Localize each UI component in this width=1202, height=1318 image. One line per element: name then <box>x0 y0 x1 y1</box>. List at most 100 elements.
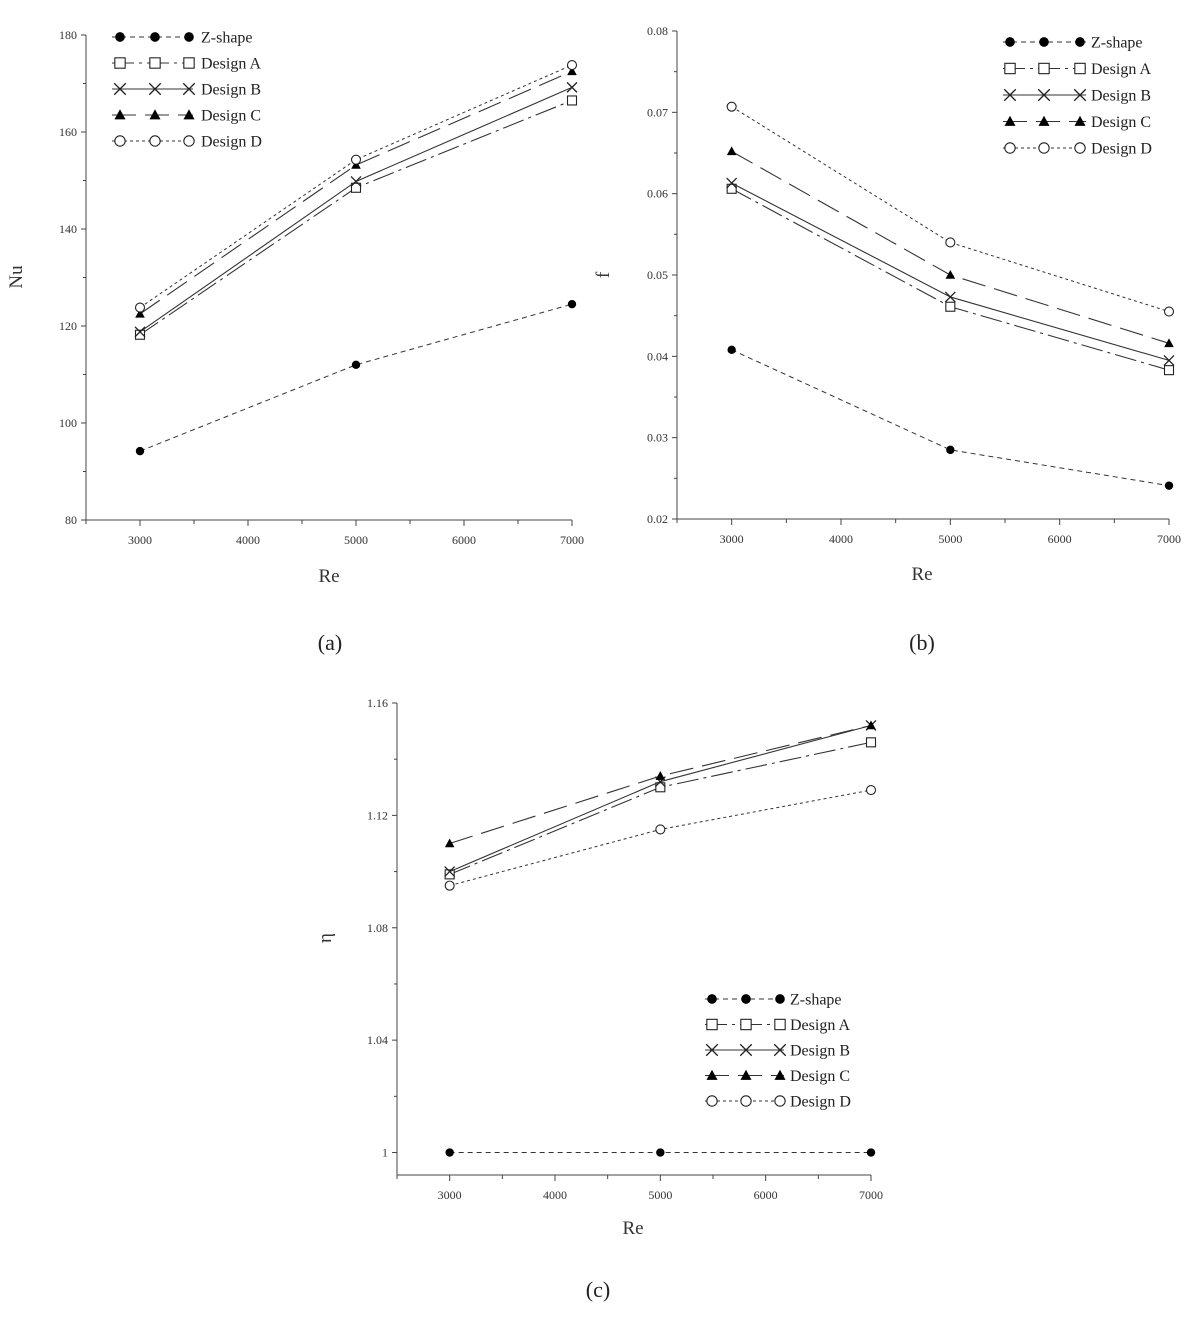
legend-marker-z-shape <box>707 994 717 1004</box>
series-design-b <box>726 177 1175 366</box>
legend-label-design-d: Design D <box>790 1094 851 1111</box>
x-axis-label: Re <box>318 566 339 587</box>
x-tick-label: 3000 <box>438 1188 462 1202</box>
legend-label-design-c: Design C <box>1091 114 1151 131</box>
legend-marker-design-a <box>740 1018 752 1031</box>
legend-label-design-b: Design B <box>1091 88 1151 105</box>
legend-label-z-shape: Z-shape <box>790 992 842 1009</box>
series-line-design-d <box>731 106 1170 313</box>
legend-marker-design-a <box>1004 62 1016 75</box>
series-line-design-c <box>139 70 573 315</box>
data-point-design-a <box>134 329 146 340</box>
y-tick-label: 0.06 <box>647 187 668 201</box>
legend-marker-design-b <box>1003 88 1017 102</box>
x-tick-label: 7000 <box>859 1188 883 1202</box>
series-design-c <box>444 720 876 848</box>
y-tick-label: 0.03 <box>647 431 668 445</box>
x-tick-label: 6000 <box>452 533 476 547</box>
series-design-a <box>726 183 1175 376</box>
legend-marker-design-b <box>773 1043 787 1057</box>
legend-marker-design-d <box>183 135 195 147</box>
data-point-design-d <box>655 824 666 835</box>
chart-panel-c: 1 1.04 1.08 1.12 1.16 3000 4000 5000 6000 7000 Re η… <box>315 696 883 1302</box>
data-point-design-d <box>134 302 146 313</box>
legend-marker-design-b <box>113 82 127 96</box>
x-tick-label: 4000 <box>543 1188 567 1202</box>
y-tick-label: 1 <box>382 1146 388 1160</box>
legend-marker-design-d <box>149 135 161 147</box>
y-tick-label: 1.12 <box>367 808 388 822</box>
legend-marker-design-c <box>706 1069 718 1080</box>
series-line-design-b <box>449 724 872 873</box>
legend-label-z-shape: Z-shape <box>1091 35 1143 52</box>
legend-label-design-b: Design B <box>790 1043 850 1060</box>
legend-marker-design-a <box>1074 62 1086 75</box>
panel-caption: (a) <box>318 630 342 655</box>
legend-marker-z-shape <box>184 32 194 42</box>
legend-marker-design-b <box>705 1043 719 1057</box>
y-tick-label: 80 <box>65 513 77 527</box>
legend-marker-design-d <box>740 1095 752 1107</box>
panel-caption: (b) <box>909 630 935 655</box>
legend-marker-design-d <box>706 1095 718 1107</box>
x-tick-label: 4000 <box>236 533 260 547</box>
y-tick-label: 1.08 <box>367 921 388 935</box>
data-point-z-shape <box>946 445 955 455</box>
legend-label-design-a: Design A <box>1091 61 1151 78</box>
x-tick-label: 3000 <box>128 533 152 547</box>
legend-marker-design-d <box>1004 142 1016 154</box>
legend: Z-shape Design A Design B Design C Design D <box>705 992 851 1111</box>
data-point-design-a <box>350 182 362 193</box>
data-point-design-b <box>444 866 456 878</box>
y-axis-label: η <box>315 933 336 943</box>
y-tick-label: 0.08 <box>647 24 668 38</box>
y-tick-label: 0.05 <box>647 268 668 282</box>
legend-marker-z-shape <box>741 994 751 1004</box>
data-point-design-d <box>726 101 737 112</box>
legend-marker-design-d <box>1074 142 1086 154</box>
series-line-z-shape <box>731 349 1170 487</box>
series-design-b <box>134 81 578 338</box>
data-point-design-c <box>567 66 577 76</box>
data-point-design-a <box>865 737 877 748</box>
chart-panel-b: 0.02 0.03 0.04 0.05 0.06 0.07 0.08 3000 4000 5000… <box>593 24 1181 655</box>
y-tick-label: 0.04 <box>647 349 668 363</box>
chart-panel-a: 80 100 120 140 160 180 3000 4000 5000 6000 7000 Re N… <box>6 28 584 655</box>
series-z-shape <box>135 299 577 456</box>
y-tick-label: 140 <box>59 222 77 236</box>
data-point-design-a <box>1163 365 1175 376</box>
legend-marker-z-shape <box>1005 37 1015 47</box>
legend-marker-z-shape <box>150 32 160 42</box>
data-point-design-c <box>135 308 145 318</box>
data-point-design-d <box>945 237 956 248</box>
data-point-design-c <box>1164 338 1174 348</box>
legend-marker-design-a <box>774 1018 786 1031</box>
legend-marker-design-c <box>1004 115 1016 126</box>
legend-marker-design-a <box>149 57 161 69</box>
data-point-design-a <box>566 95 578 106</box>
legend-marker-design-a <box>706 1018 718 1031</box>
y-axis-label: f <box>593 271 614 278</box>
legend-marker-design-d <box>774 1095 786 1107</box>
data-point-design-c <box>945 270 956 279</box>
legend-label-design-c: Design C <box>201 108 261 125</box>
legend-marker-design-c <box>149 109 161 120</box>
series-line-z-shape <box>139 303 573 452</box>
legend-marker-design-b <box>1073 88 1087 102</box>
y-tick-label: 100 <box>59 416 77 430</box>
data-point-design-c <box>444 838 455 848</box>
legend-marker-design-b <box>182 82 196 96</box>
x-tick-label: 5000 <box>938 532 962 546</box>
legend-marker-design-c <box>1038 115 1050 126</box>
data-point-z-shape <box>1164 481 1174 490</box>
data-point-design-b <box>1163 354 1175 366</box>
legend-marker-design-b <box>148 82 162 96</box>
legend-label-design-c: Design C <box>790 1068 850 1085</box>
x-tick-label: 6000 <box>754 1188 778 1202</box>
data-point-design-a <box>444 869 455 880</box>
data-point-design-d <box>1163 306 1175 317</box>
x-tick-label: 7000 <box>560 533 584 547</box>
x-axis-label: Re <box>622 1218 643 1239</box>
data-point-z-shape <box>866 1148 876 1157</box>
